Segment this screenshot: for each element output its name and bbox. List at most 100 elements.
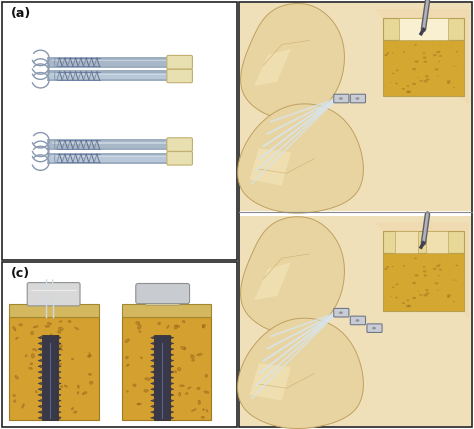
Polygon shape bbox=[170, 371, 174, 373]
Polygon shape bbox=[374, 9, 468, 105]
Ellipse shape bbox=[165, 396, 167, 399]
Ellipse shape bbox=[415, 60, 419, 63]
Ellipse shape bbox=[126, 356, 128, 359]
Ellipse shape bbox=[74, 327, 79, 330]
Ellipse shape bbox=[43, 393, 45, 396]
Polygon shape bbox=[58, 360, 61, 362]
Ellipse shape bbox=[159, 355, 161, 356]
Bar bbox=[426, 231, 448, 253]
Ellipse shape bbox=[88, 373, 91, 375]
Ellipse shape bbox=[426, 292, 429, 295]
Bar bbox=[399, 18, 447, 39]
Ellipse shape bbox=[412, 68, 416, 70]
Ellipse shape bbox=[169, 382, 171, 384]
Ellipse shape bbox=[412, 83, 416, 85]
Ellipse shape bbox=[198, 400, 201, 405]
Polygon shape bbox=[38, 348, 42, 350]
Polygon shape bbox=[58, 399, 61, 402]
Ellipse shape bbox=[425, 289, 428, 291]
Bar bbox=[264, 24, 447, 190]
Ellipse shape bbox=[392, 287, 393, 288]
Ellipse shape bbox=[453, 279, 455, 281]
Ellipse shape bbox=[447, 80, 451, 83]
Ellipse shape bbox=[168, 396, 171, 399]
Ellipse shape bbox=[13, 326, 16, 331]
Ellipse shape bbox=[391, 82, 392, 83]
Ellipse shape bbox=[384, 54, 388, 56]
Ellipse shape bbox=[423, 266, 425, 268]
Ellipse shape bbox=[437, 290, 439, 291]
Ellipse shape bbox=[356, 97, 359, 100]
Polygon shape bbox=[58, 342, 61, 344]
Ellipse shape bbox=[15, 375, 18, 379]
Ellipse shape bbox=[438, 275, 440, 276]
Bar bbox=[286, 45, 425, 169]
Ellipse shape bbox=[144, 389, 148, 392]
Ellipse shape bbox=[125, 339, 129, 343]
Ellipse shape bbox=[423, 60, 427, 63]
Ellipse shape bbox=[127, 391, 128, 392]
Ellipse shape bbox=[60, 386, 63, 387]
Text: (a): (a) bbox=[11, 7, 31, 20]
Polygon shape bbox=[58, 394, 61, 396]
Polygon shape bbox=[38, 353, 42, 356]
Ellipse shape bbox=[439, 264, 441, 265]
Ellipse shape bbox=[456, 265, 458, 266]
Ellipse shape bbox=[13, 394, 16, 396]
Polygon shape bbox=[170, 342, 174, 344]
Ellipse shape bbox=[407, 85, 409, 87]
Ellipse shape bbox=[22, 404, 24, 408]
Polygon shape bbox=[47, 153, 171, 164]
Ellipse shape bbox=[402, 302, 405, 304]
Ellipse shape bbox=[191, 354, 194, 359]
Ellipse shape bbox=[439, 45, 441, 46]
Ellipse shape bbox=[181, 346, 186, 350]
Polygon shape bbox=[170, 394, 174, 396]
Ellipse shape bbox=[384, 268, 388, 270]
Polygon shape bbox=[58, 417, 61, 419]
Ellipse shape bbox=[455, 66, 457, 67]
Ellipse shape bbox=[456, 51, 458, 52]
Ellipse shape bbox=[453, 66, 455, 67]
Ellipse shape bbox=[177, 367, 181, 371]
Ellipse shape bbox=[392, 73, 394, 74]
Ellipse shape bbox=[406, 305, 410, 307]
FancyBboxPatch shape bbox=[350, 94, 365, 103]
Ellipse shape bbox=[19, 323, 23, 326]
Ellipse shape bbox=[56, 335, 60, 339]
Ellipse shape bbox=[182, 320, 185, 323]
Bar bbox=[240, 3, 471, 211]
Ellipse shape bbox=[395, 297, 398, 299]
Ellipse shape bbox=[164, 352, 169, 355]
FancyBboxPatch shape bbox=[167, 55, 192, 69]
Polygon shape bbox=[38, 365, 42, 368]
Ellipse shape bbox=[187, 387, 191, 389]
Ellipse shape bbox=[54, 394, 58, 396]
Polygon shape bbox=[38, 377, 42, 379]
Ellipse shape bbox=[407, 299, 409, 301]
Bar bbox=[240, 3, 471, 211]
Ellipse shape bbox=[407, 85, 409, 87]
Ellipse shape bbox=[175, 325, 180, 327]
Polygon shape bbox=[170, 377, 174, 379]
Ellipse shape bbox=[391, 296, 392, 297]
Ellipse shape bbox=[179, 392, 181, 396]
Polygon shape bbox=[151, 382, 154, 385]
Ellipse shape bbox=[406, 91, 410, 93]
Polygon shape bbox=[47, 139, 171, 150]
Ellipse shape bbox=[407, 299, 409, 301]
Ellipse shape bbox=[50, 334, 52, 338]
Ellipse shape bbox=[158, 322, 161, 325]
Ellipse shape bbox=[201, 416, 205, 418]
Ellipse shape bbox=[438, 61, 440, 63]
Polygon shape bbox=[58, 405, 61, 408]
Ellipse shape bbox=[58, 330, 61, 333]
Polygon shape bbox=[38, 411, 42, 414]
FancyBboxPatch shape bbox=[350, 316, 365, 325]
Ellipse shape bbox=[436, 265, 440, 267]
Polygon shape bbox=[38, 360, 42, 362]
Ellipse shape bbox=[414, 44, 417, 45]
Ellipse shape bbox=[140, 357, 142, 359]
Polygon shape bbox=[151, 348, 154, 350]
Bar bbox=[286, 258, 425, 384]
